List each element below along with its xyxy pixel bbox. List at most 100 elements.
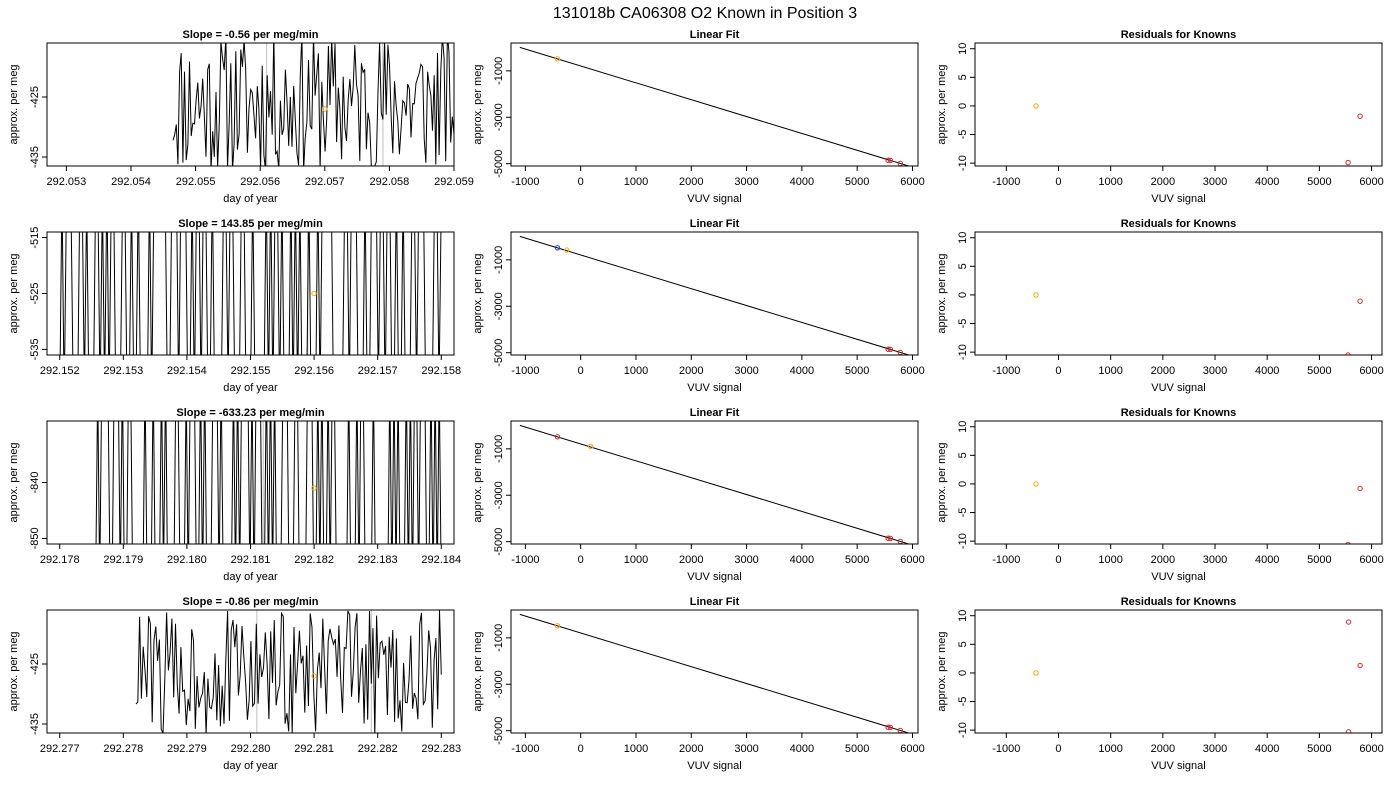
y-tick-label: -3000 <box>493 292 505 320</box>
y-tick-label: -525 <box>29 282 41 304</box>
x-tick-label: 292.182 <box>294 554 334 566</box>
x-tick-label: 3000 <box>734 176 758 188</box>
data-point <box>885 157 891 163</box>
y-tick-label: 5 <box>957 452 969 458</box>
data-point <box>1033 103 1039 109</box>
x-tick-label: 2000 <box>679 176 703 188</box>
x-tick-label: 6000 <box>1359 176 1383 188</box>
fit-line <box>519 613 911 733</box>
x-tick-label: 2000 <box>679 365 703 377</box>
panel-title: Slope = -633.23 per meg/min <box>176 407 325 419</box>
y-tick-label: -435 <box>29 146 41 168</box>
x-tick-label: 2000 <box>1151 743 1175 755</box>
plot-frame <box>46 42 455 167</box>
y-tick-label: 0 <box>957 481 969 487</box>
x-tick-label: 292.158 <box>421 365 461 377</box>
panel-3-3: Residuals for Knowns -1000 0 1000 2000 3000 40… <box>936 407 1384 583</box>
y-tick-label: -3000 <box>493 103 505 131</box>
data-point <box>1345 729 1352 733</box>
x-axis-label: day of year <box>223 571 278 583</box>
x-tick-label: 292.281 <box>294 743 334 755</box>
x-axis-label: VUV signal <box>687 382 741 394</box>
panel-title: Residuals for Knowns <box>1121 596 1237 608</box>
panel-title: Residuals for Knowns <box>1121 407 1237 419</box>
y-tick-label: 0 <box>957 292 969 298</box>
x-tick-label: 292.156 <box>294 365 334 377</box>
plot-frame <box>46 231 455 356</box>
y-axis-label: approx. per meg <box>8 631 20 711</box>
x-tick-label: 5000 <box>845 365 869 377</box>
x-tick-label: 292.055 <box>176 176 216 188</box>
fit-line <box>519 235 911 355</box>
y-tick-label: -10 <box>957 344 969 360</box>
panel-title: Slope = 143.85 per meg/min <box>178 218 323 230</box>
y-tick-label: -5 <box>957 697 969 707</box>
x-tick-label: 2000 <box>1151 365 1175 377</box>
x-tick-label: 6000 <box>900 365 924 377</box>
x-tick-label: 0 <box>578 176 584 188</box>
panel-4-1: Slope = -0.86 per meg/min 292.277 292.278 2… <box>8 596 461 772</box>
x-tick-label: 292.283 <box>421 743 461 755</box>
x-tick-label: 292.153 <box>103 365 143 377</box>
panel-4-3: Residuals for Knowns -1000 0 1000 2000 3000 40… <box>936 596 1384 772</box>
x-tick-label: 4000 <box>790 176 814 188</box>
y-axis-label: approx. per meg <box>472 253 484 333</box>
x-tick-label: 3000 <box>1203 554 1227 566</box>
x-tick-label: 1000 <box>624 554 648 566</box>
x-tick-label: 292.277 <box>40 743 80 755</box>
y-tick-label: -5 <box>957 130 969 140</box>
plot-area <box>519 46 911 166</box>
x-tick-label: 0 <box>578 743 584 755</box>
x-tick-label: 6000 <box>900 554 924 566</box>
x-tick-label: 1000 <box>1098 176 1122 188</box>
data-point <box>887 535 894 542</box>
x-tick-label: 5000 <box>1307 176 1331 188</box>
x-tick-label: 4000 <box>790 365 814 377</box>
y-tick-label: -10 <box>957 533 969 549</box>
figure-title: 131018b CA06308 O2 Known in Position 3 <box>553 5 857 22</box>
y-tick-label: 10 <box>957 610 969 622</box>
x-tick-label: 0 <box>1055 176 1061 188</box>
x-tick-label: 6000 <box>900 743 924 755</box>
x-axis-label: day of year <box>223 193 278 205</box>
y-tick-label: 10 <box>957 43 969 55</box>
x-axis-label: VUV signal <box>1151 760 1205 772</box>
plot-area <box>519 235 911 355</box>
y-tick-label: -5000 <box>493 150 505 178</box>
x-tick-label: -1000 <box>511 176 539 188</box>
y-axis-label: approx. per meg <box>472 442 484 522</box>
panel-title: Slope = -0.56 per meg/min <box>182 29 318 41</box>
mean-marker <box>322 106 328 112</box>
data-point <box>1357 298 1363 304</box>
x-axis-label: VUV signal <box>1151 571 1205 583</box>
x-tick-label: 292.152 <box>40 365 80 377</box>
x-tick-label: 292.157 <box>358 365 398 377</box>
x-tick-label: 0 <box>1055 743 1061 755</box>
plot-area <box>1033 481 1363 544</box>
data-point <box>1357 662 1363 669</box>
y-axis-label: approx. per meg <box>8 64 20 144</box>
y-tick-label: 10 <box>957 232 969 244</box>
x-tick-label: 292.053 <box>46 176 86 188</box>
x-tick-label: 4000 <box>790 554 814 566</box>
y-tick-label: -840 <box>29 471 41 493</box>
x-tick-label: 5000 <box>1307 743 1331 755</box>
x-tick-label: 3000 <box>1203 176 1227 188</box>
panel-title: Residuals for Knowns <box>1121 218 1237 230</box>
x-tick-label: -1000 <box>992 743 1020 755</box>
y-tick-label: -5000 <box>493 339 505 367</box>
mean-marker <box>311 673 317 679</box>
x-tick-label: 2000 <box>1151 554 1175 566</box>
y-tick-label: -5000 <box>493 528 505 556</box>
plot-frame <box>510 42 919 167</box>
x-tick-label: 1000 <box>624 176 648 188</box>
data-point <box>1033 481 1039 487</box>
data-point <box>564 247 570 253</box>
y-tick-label: -850 <box>29 527 41 549</box>
y-axis-label: approx. per meg <box>8 253 20 333</box>
data-point <box>887 157 894 164</box>
panel-4-2: Linear Fit -1000 0 1000 2000 3000 4000 5000 6000… <box>472 596 925 772</box>
y-tick-label: -425 <box>29 86 41 108</box>
data-point <box>554 434 561 440</box>
x-tick-label: 292.183 <box>358 554 398 566</box>
